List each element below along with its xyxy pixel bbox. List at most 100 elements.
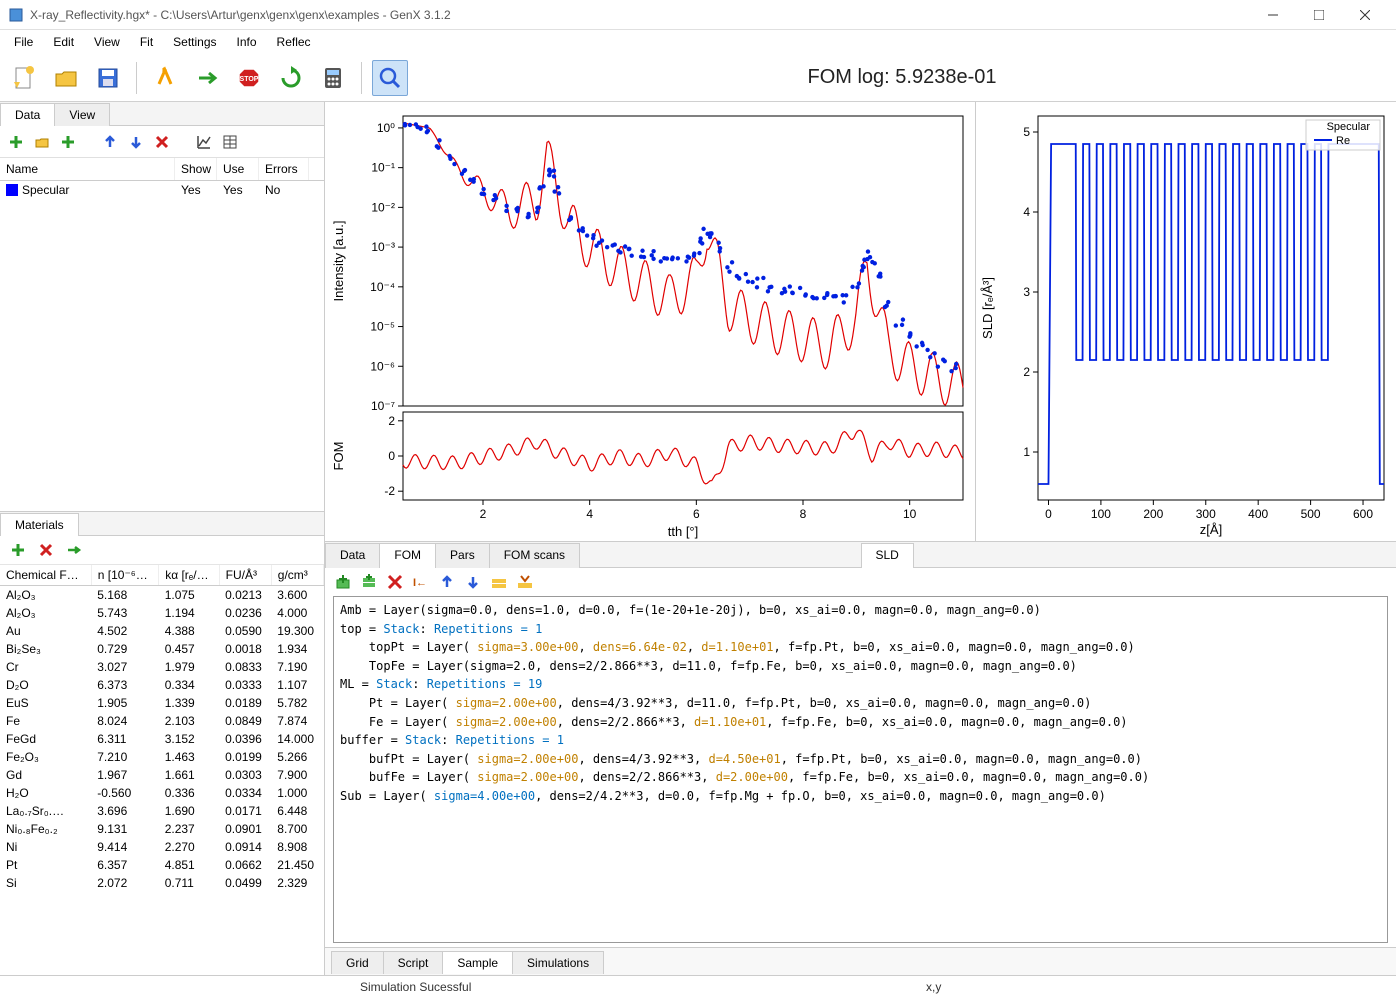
material-row[interactable]: FeGd6.3113.1520.039614.000 [0, 730, 324, 748]
material-row[interactable]: Pt6.3574.8510.066221.450 [0, 856, 324, 874]
svg-text:FOM: FOM [331, 442, 346, 471]
mat-add-icon[interactable] [8, 540, 28, 560]
material-row[interactable]: Gd1.9671.6610.03037.900 [0, 766, 324, 784]
bottom-tabs: GridScriptSampleSimulations [325, 947, 1396, 975]
layer-add-icon[interactable] [333, 572, 353, 592]
mat-apply-icon[interactable] [64, 540, 84, 560]
plot-settings-icon[interactable] [194, 132, 214, 152]
tab-materials[interactable]: Materials [0, 513, 79, 536]
mat-delete-icon[interactable] [36, 540, 56, 560]
svg-text:400: 400 [1248, 507, 1268, 521]
material-row[interactable]: Bi₂Se₃0.7290.4570.00181.934 [0, 640, 324, 658]
fom-display: FOM log: 5.9238e-01 [414, 66, 1390, 89]
svg-text:2: 2 [388, 414, 395, 428]
material-row[interactable]: La₀.₇Sr₀.…3.6961.6900.01716.448 [0, 802, 324, 820]
svg-text:2: 2 [480, 507, 487, 521]
material-row[interactable]: Au4.5024.3880.059019.300 [0, 622, 324, 640]
data-row[interactable]: SpecularYesYesNo [0, 181, 324, 199]
menu-view[interactable]: View [84, 32, 130, 52]
material-row[interactable]: Ni9.4142.2700.09148.908 [0, 838, 324, 856]
svg-text:STOP: STOP [240, 76, 259, 83]
new-button[interactable] [6, 60, 42, 96]
tab-data[interactable]: Data [325, 543, 380, 568]
tab-fom-scans[interactable]: FOM scans [489, 543, 580, 568]
stack-add-icon[interactable] [359, 572, 379, 592]
zoom-button[interactable] [372, 60, 408, 96]
maximize-button[interactable] [1296, 0, 1342, 30]
data-col-1[interactable]: Show [175, 158, 217, 180]
tab-simulations[interactable]: Simulations [512, 951, 604, 974]
menu-settings[interactable]: Settings [163, 32, 226, 52]
app-window: X-ray_Reflectivity.hgx* - C:\Users\Artur… [0, 0, 1396, 997]
svg-text:0: 0 [1045, 507, 1052, 521]
stop-button[interactable]: STOP [231, 60, 267, 96]
menu-info[interactable]: Info [227, 32, 267, 52]
svg-text:4: 4 [586, 507, 593, 521]
down-icon[interactable] [126, 132, 146, 152]
add-data-icon[interactable] [6, 132, 26, 152]
layer-up-icon[interactable] [437, 572, 457, 592]
tab-script[interactable]: Script [383, 951, 444, 974]
table-icon[interactable] [220, 132, 240, 152]
material-row[interactable]: Si2.0720.7110.04992.329 [0, 874, 324, 892]
app-icon [8, 7, 24, 23]
main-plot[interactable]: 10⁰10⁻¹10⁻²10⁻³10⁻⁴10⁻⁵10⁻⁶10⁻⁷20-224681… [325, 102, 976, 541]
layer-tool2-icon[interactable] [515, 572, 535, 592]
svg-text:z[Å]: z[Å] [1200, 522, 1222, 537]
up-icon[interactable] [100, 132, 120, 152]
simulate-button[interactable] [147, 60, 183, 96]
tab-grid[interactable]: Grid [331, 951, 384, 974]
status-message: Simulation Sucessful [0, 980, 926, 994]
svg-text:SLD [rₑ/Å³]: SLD [rₑ/Å³] [980, 277, 995, 339]
status-coords: x,y [926, 980, 1396, 994]
svg-text:10: 10 [903, 507, 917, 521]
layer-rename-icon[interactable]: I← [411, 572, 431, 592]
layer-code[interactable]: Amb = Layer(sigma=0.0, dens=1.0, d=0.0, … [333, 596, 1388, 943]
material-row[interactable]: Ni₀.₈Fe₀.₂9.1312.2370.09018.700 [0, 820, 324, 838]
layer-delete-icon[interactable] [385, 572, 405, 592]
tab-sample[interactable]: Sample [442, 951, 513, 974]
menu-edit[interactable]: Edit [43, 32, 84, 52]
open-button[interactable] [48, 60, 84, 96]
tab-sld[interactable]: SLD [861, 543, 914, 568]
save-button[interactable] [90, 60, 126, 96]
svg-text:tth [°]: tth [°] [668, 524, 699, 539]
sld-plot[interactable]: 010020030040050060012345z[Å]SLD [rₑ/Å³]S… [976, 102, 1396, 541]
open-data-icon[interactable] [32, 132, 52, 152]
material-row[interactable]: Al₂O₃5.1681.0750.02133.600 [0, 586, 324, 605]
material-row[interactable]: Fe8.0242.1030.08497.874 [0, 712, 324, 730]
material-row[interactable]: Al₂O₃5.7431.1940.02364.000 [0, 604, 324, 622]
minimize-button[interactable] [1250, 0, 1296, 30]
svg-text:3: 3 [1023, 285, 1030, 299]
tab-view[interactable]: View [54, 103, 110, 126]
material-row[interactable]: EuS1.9051.3390.01895.782 [0, 694, 324, 712]
menu-fit[interactable]: Fit [130, 32, 163, 52]
material-row[interactable]: D₂O6.3730.3340.03331.107 [0, 676, 324, 694]
materials-table[interactable]: Chemical F…n [10⁻⁶…kα [rₑ/…FU/Å³g/cm³Al₂… [0, 565, 324, 975]
svg-text:300: 300 [1196, 507, 1216, 521]
layer-down-icon[interactable] [463, 572, 483, 592]
layer-tool1-icon[interactable] [489, 572, 509, 592]
add-sim-icon[interactable] [58, 132, 78, 152]
data-col-3[interactable]: Errors [259, 158, 309, 180]
svg-text:2: 2 [1023, 365, 1030, 379]
delete-icon[interactable] [152, 132, 172, 152]
material-row[interactable]: Cr3.0271.9790.08337.190 [0, 658, 324, 676]
tab-pars[interactable]: Pars [435, 543, 490, 568]
calculator-button[interactable] [315, 60, 351, 96]
tab-fom[interactable]: FOM [379, 543, 436, 568]
close-button[interactable] [1342, 0, 1388, 30]
data-col-0[interactable]: Name [0, 158, 175, 180]
svg-text:10⁻²: 10⁻² [371, 200, 395, 214]
material-row[interactable]: H₂O-0.5600.3360.03341.000 [0, 784, 324, 802]
material-row[interactable]: Fe₂O₃7.2101.4630.01995.266 [0, 748, 324, 766]
menu-reflec[interactable]: Reflec [267, 32, 321, 52]
svg-text:10⁻⁶: 10⁻⁶ [370, 359, 395, 373]
refresh-button[interactable] [273, 60, 309, 96]
svg-text:10⁻⁵: 10⁻⁵ [370, 320, 395, 334]
left-panel: Data View NameShowUseErrors SpecularYesY… [0, 102, 325, 975]
tab-data[interactable]: Data [0, 103, 55, 126]
run-button[interactable] [189, 60, 225, 96]
menu-file[interactable]: File [4, 32, 43, 52]
data-col-2[interactable]: Use [217, 158, 259, 180]
